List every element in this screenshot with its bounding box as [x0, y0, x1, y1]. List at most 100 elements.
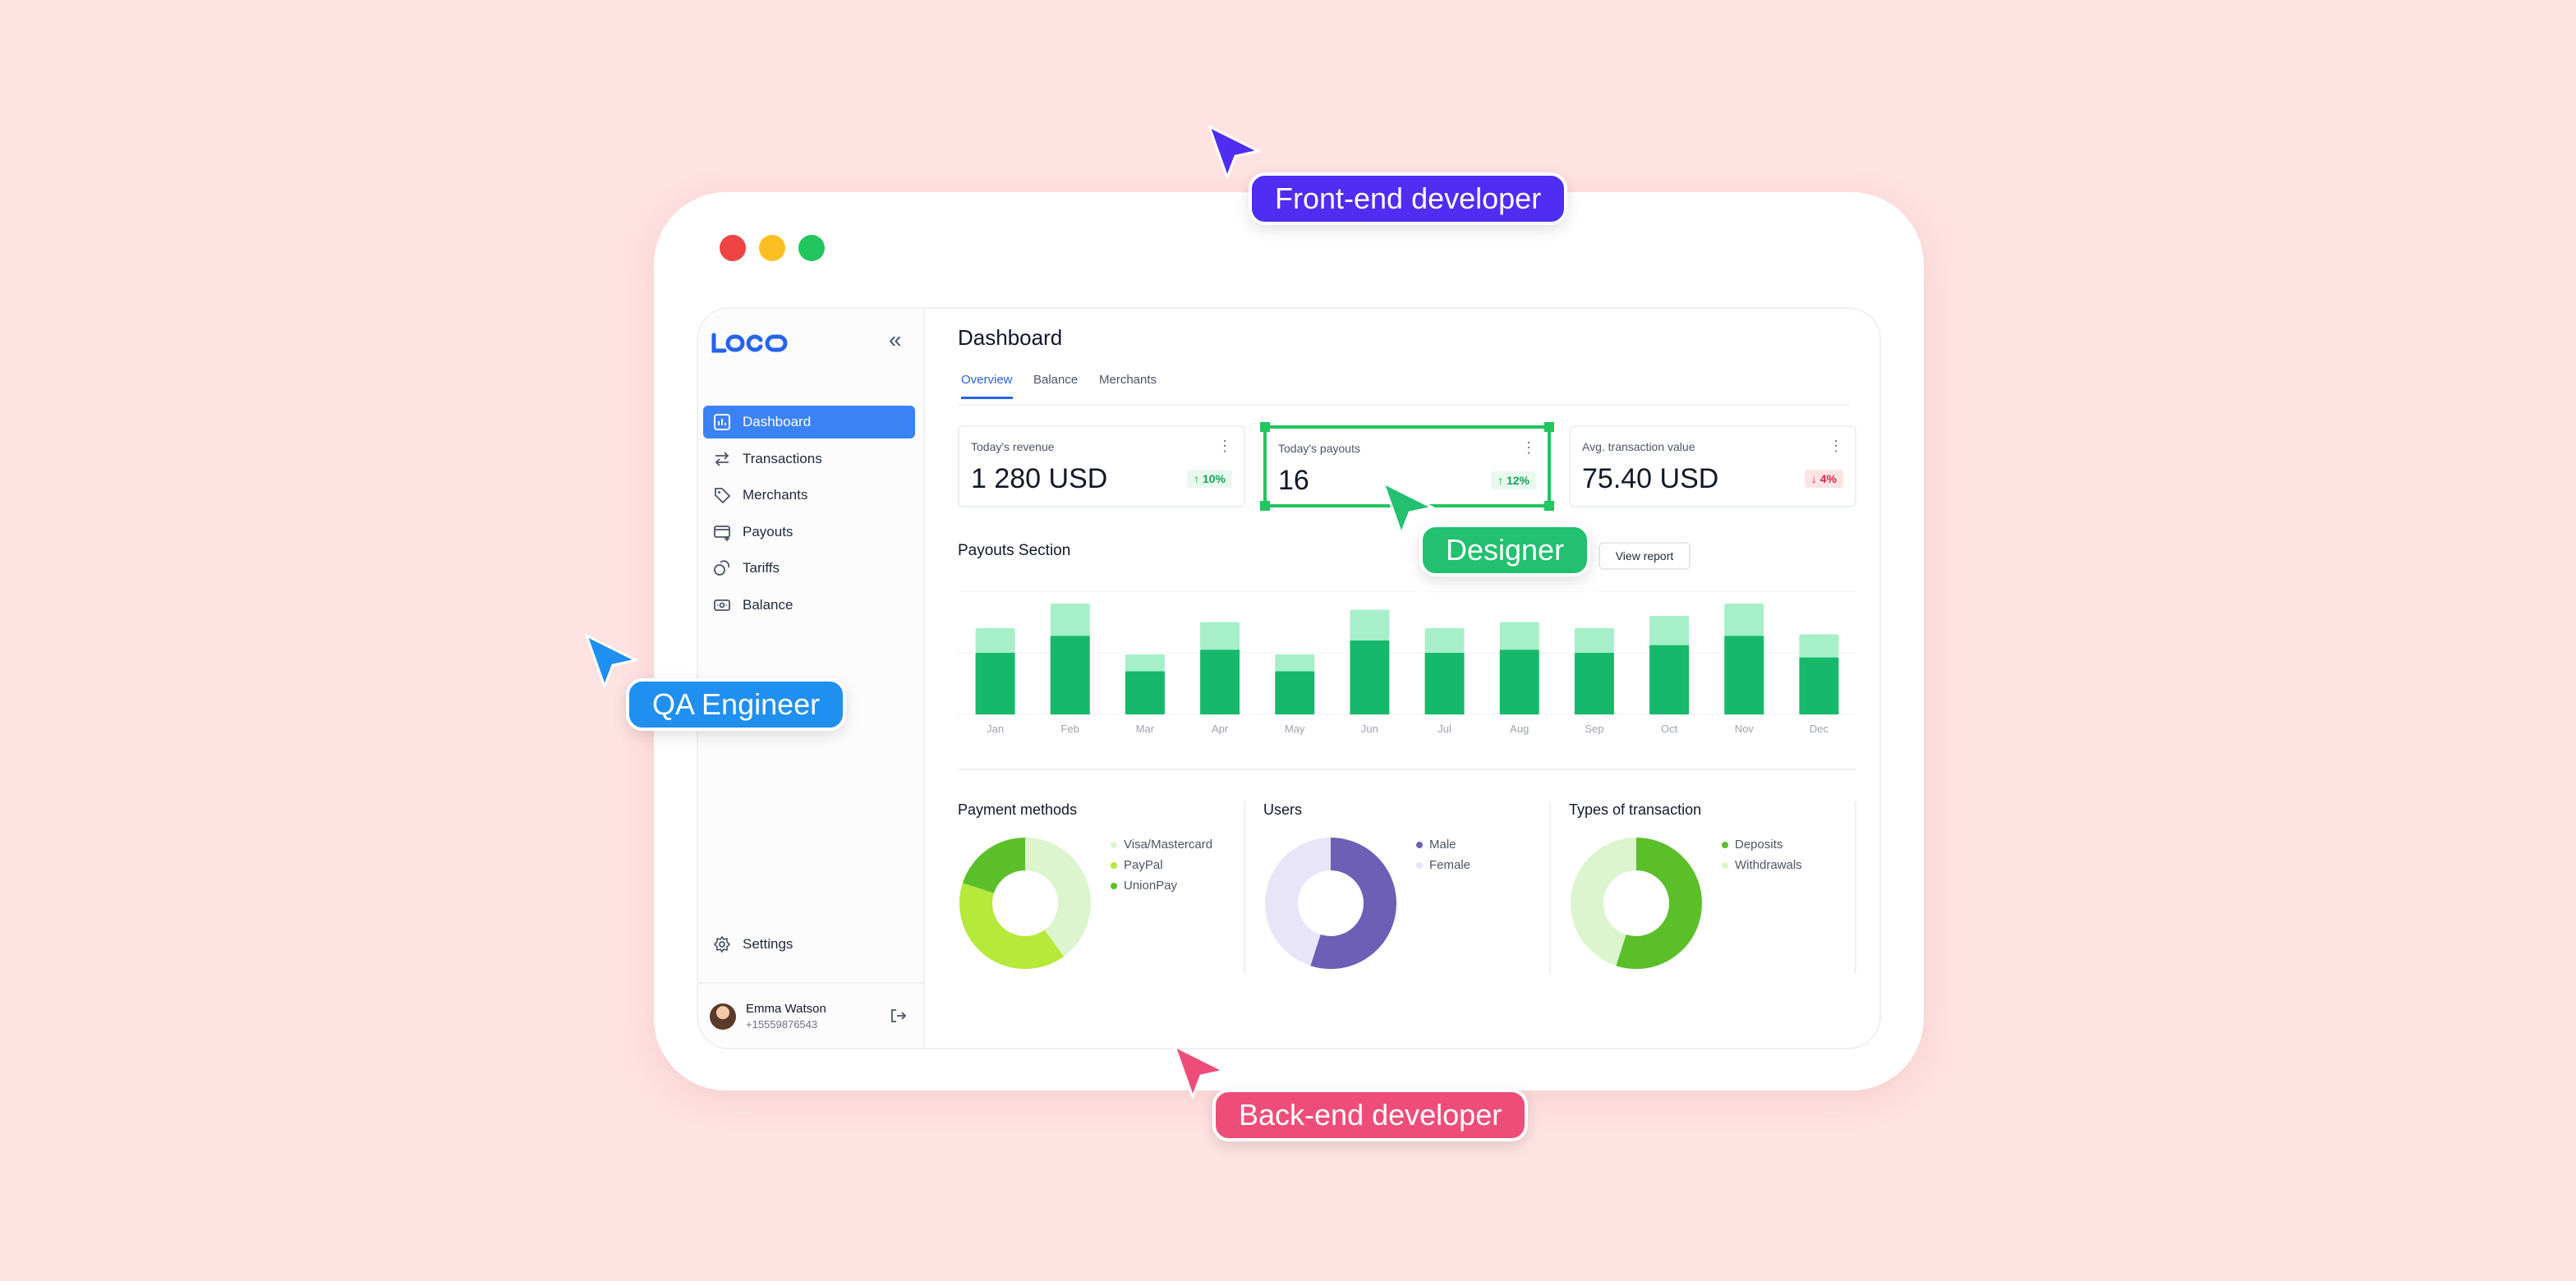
slice-female [1265, 838, 1331, 966]
kebab-menu-icon[interactable]: ⋮ [1521, 439, 1536, 456]
legend: Deposits Withdrawals [1722, 838, 1802, 879]
sidebar-item-payouts[interactable]: Payouts [703, 516, 915, 549]
bar-dec [1799, 657, 1839, 714]
legend-item: Female [1416, 858, 1470, 872]
sidebar-item-transactions[interactable]: Transactions [703, 443, 915, 475]
x-tick-label: Apr [1212, 723, 1229, 735]
window-maximize-button[interactable] [798, 235, 825, 261]
change-badge: ↓ 4% [1804, 470, 1843, 488]
coins-icon [714, 560, 730, 576]
tab-merchants[interactable]: Merchants [1099, 373, 1157, 387]
selection-handle[interactable] [1544, 501, 1554, 511]
avatar[interactable] [710, 1003, 736, 1030]
payouts-bar-chart: Jan Feb Mar Apr May Jun Jul Aug Sep Oct Nov Dec [958, 591, 1856, 735]
qa-cursor-icon [585, 634, 637, 688]
legend-item: Visa/Mastercard [1111, 838, 1212, 852]
transaction-types-panel: Types of transaction Deposits Withdrawal… [1569, 801, 1856, 974]
x-tick-label: Jan [987, 723, 1004, 735]
tab-bar: Overview Balance Merchants [958, 373, 1850, 406]
kebab-menu-icon[interactable]: ⋮ [1217, 438, 1232, 454]
bar-top-jan [975, 628, 1015, 653]
gear-icon [713, 935, 731, 953]
collapse-sidebar-icon[interactable]: « [889, 327, 902, 352]
payment-methods-panel: Payment methods Visa/Mastercard PayPal U… [958, 801, 1245, 974]
bar-apr [1200, 650, 1240, 714]
sidebar-item-settings[interactable]: Settings [703, 928, 915, 961]
bar-nov [1724, 636, 1764, 714]
x-tick-label: Jun [1361, 723, 1378, 735]
bar-top-aug [1499, 622, 1539, 650]
bar-top-nov [1724, 604, 1764, 636]
sidebar-item-merchants[interactable]: Merchants [703, 479, 915, 512]
legend-item: Male [1416, 838, 1470, 852]
sidebar-item-label: Transactions [743, 450, 822, 466]
view-report-button[interactable]: View report [1598, 542, 1690, 570]
bar-top-mar [1125, 654, 1165, 672]
x-tick-label: Sep [1585, 723, 1603, 735]
avg-transaction-card[interactable]: Avg. transaction value 75.40 USD ⋮ ↓ 4% [1569, 425, 1856, 507]
selection-handle[interactable] [1260, 501, 1270, 511]
window-close-button[interactable] [720, 235, 746, 261]
x-tick-label: Aug [1510, 723, 1529, 735]
users-donut [1265, 838, 1396, 969]
user-phone: +15559876543 [746, 1018, 818, 1031]
bar-feb [1050, 636, 1090, 714]
legend: Visa/Mastercard PayPal UnionPay [1111, 838, 1212, 899]
legend-item: UnionPay [1111, 879, 1212, 893]
settings-nav: Settings [703, 928, 915, 965]
card-label: Avg. transaction value [1582, 440, 1695, 453]
qa-engineer-tag: QA Engineer [626, 678, 847, 731]
card-value: 1 280 USD [971, 463, 1108, 494]
frontend-cursor-icon [1208, 125, 1260, 179]
slice-withdrawals [1571, 838, 1636, 966]
card-label: Today's payouts [1278, 442, 1360, 455]
sidebar-item-tariffs[interactable]: Tariffs [703, 552, 915, 585]
bar-chart-icon [714, 414, 730, 430]
dashboard-app: « Dashboard Transactions Merchants Payou… [697, 307, 1881, 1049]
main-content: Dashboard Overview Balance Merchants Tod… [925, 309, 1879, 1048]
bar-top-apr [1200, 622, 1240, 650]
x-tick-label: May [1285, 723, 1305, 735]
tab-overview[interactable]: Overview [961, 373, 1013, 399]
slice-male [1310, 838, 1396, 969]
tag-icon [715, 488, 731, 504]
revenue-card[interactable]: Today's revenue 1 280 USD ⋮ ↑ 10% [958, 425, 1245, 507]
cash-icon [714, 599, 730, 611]
payouts-section-title: Payouts Section [958, 542, 1071, 559]
tab-balance[interactable]: Balance [1033, 373, 1079, 387]
card-value: 75.40 USD [1582, 463, 1719, 494]
panel-title: Types of transaction [1569, 801, 1702, 818]
bar-oct [1649, 645, 1690, 714]
window-minimize-button[interactable] [759, 235, 785, 261]
kebab-menu-icon[interactable]: ⋮ [1828, 438, 1843, 454]
arrows-swap-icon [715, 451, 729, 466]
bar-sep [1574, 653, 1614, 714]
bar-jun [1350, 640, 1390, 714]
frontend-developer-tag: Front-end developer [1249, 172, 1568, 225]
payment-methods-donut [959, 838, 1091, 969]
x-tick-label: Nov [1735, 723, 1755, 735]
selection-handle[interactable] [1544, 422, 1554, 432]
sidebar-item-balance[interactable]: Balance [703, 589, 915, 622]
sidebar-item-dashboard[interactable]: Dashboard [703, 406, 915, 438]
section-divider [958, 769, 1856, 770]
panel-title: Payment methods [958, 801, 1078, 818]
designer-cursor-icon [1382, 481, 1434, 535]
sidebar-item-label: Balance [743, 596, 794, 613]
x-tick-label: Mar [1136, 723, 1155, 735]
legend: Male Female [1416, 838, 1470, 879]
change-badge: ↑ 12% [1491, 471, 1536, 489]
card-icon [714, 525, 730, 541]
bar-aug [1499, 650, 1539, 714]
users-panel: Users Male Female [1263, 801, 1551, 974]
logout-icon[interactable] [889, 1007, 907, 1025]
bar-jan [975, 653, 1015, 714]
legend-item: Deposits [1722, 838, 1802, 852]
sidebar-item-label: Dashboard [743, 414, 812, 429]
bar-top-oct [1649, 616, 1690, 645]
card-label: Today's revenue [971, 440, 1055, 453]
sidebar-item-label: Merchants [743, 487, 808, 503]
selection-handle[interactable] [1260, 422, 1270, 432]
sidebar-item-label: Payouts [743, 523, 794, 539]
backend-cursor-icon [1173, 1045, 1226, 1099]
